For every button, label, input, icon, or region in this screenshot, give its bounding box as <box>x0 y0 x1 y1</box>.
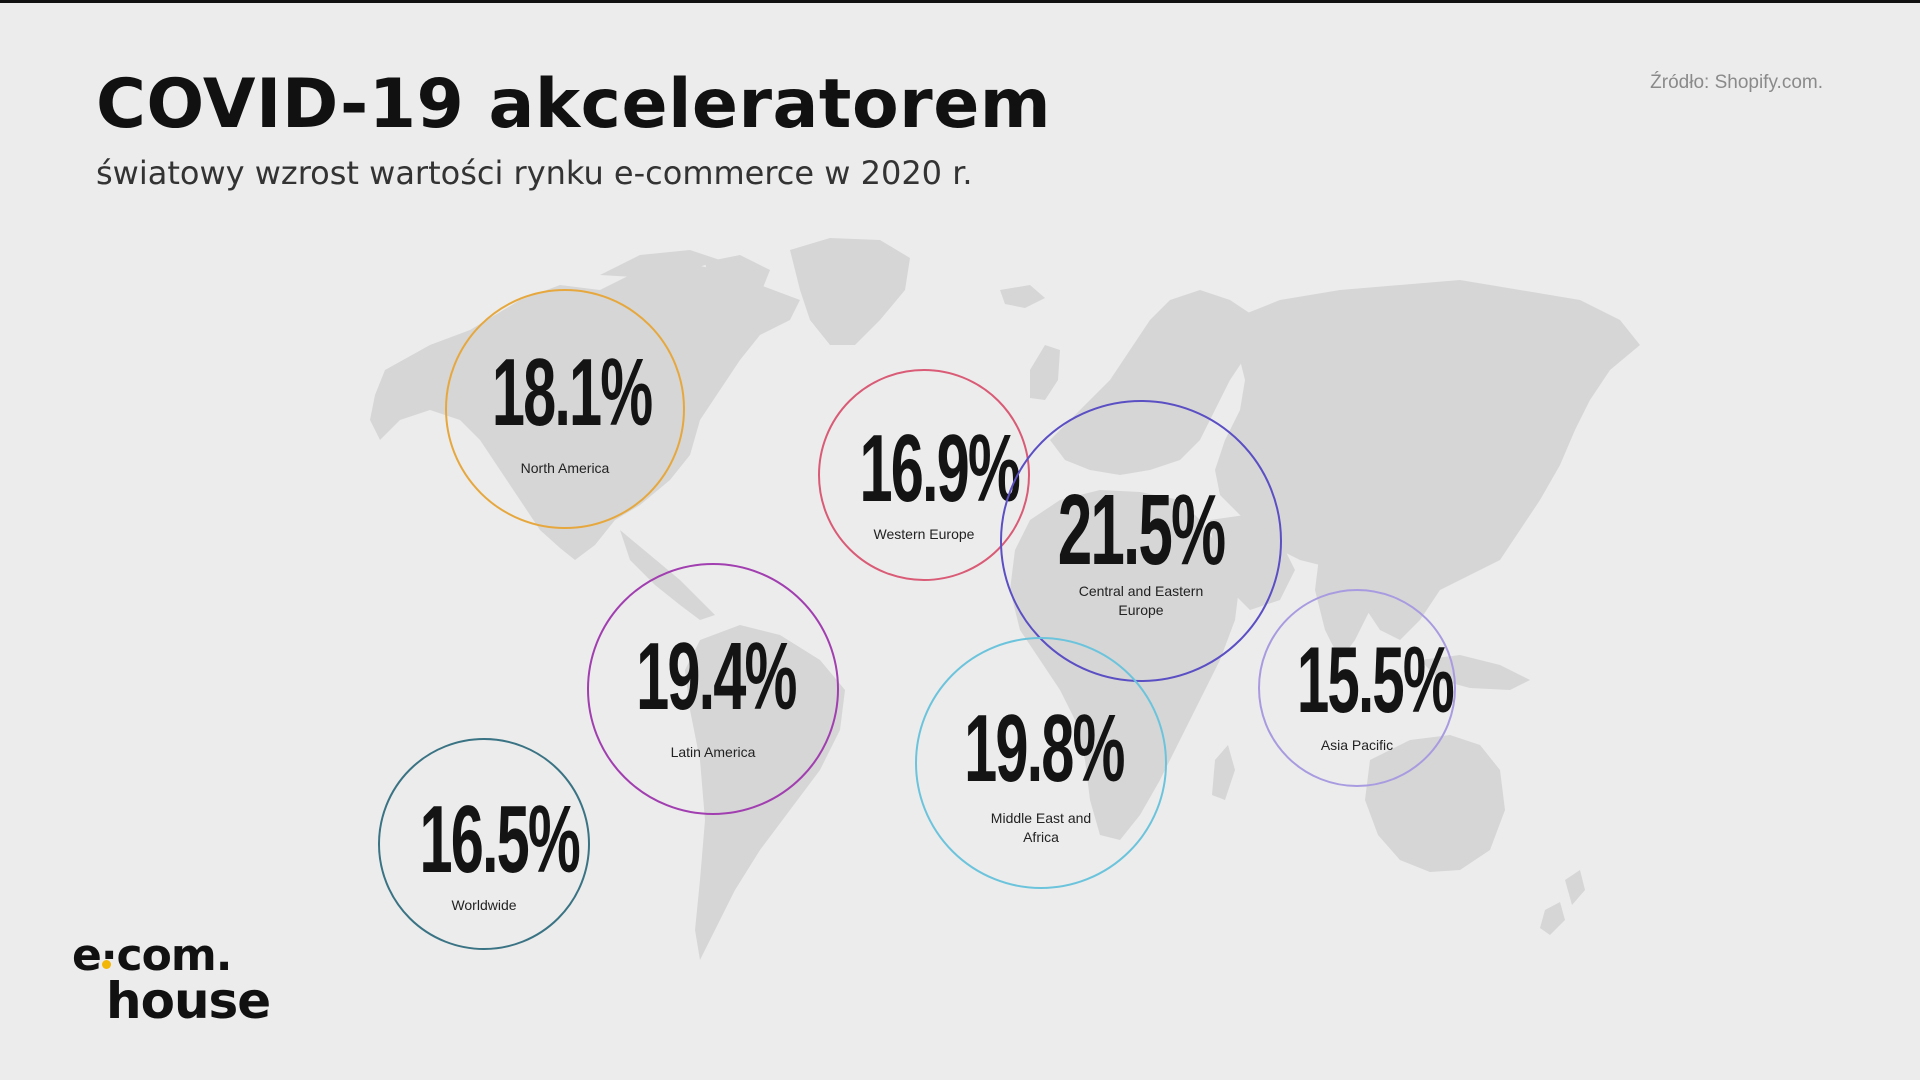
top-border <box>0 0 1920 3</box>
region-bubble-central-eastern-europe: 21.5% Central and Eastern Europe <box>1000 400 1282 682</box>
page-title: COVID-19 akceleratorem <box>96 65 1052 144</box>
region-label: Central and Eastern Europe <box>1078 583 1204 618</box>
landmass-arctic-islands <box>600 250 720 278</box>
landmass-japan <box>1490 410 1525 480</box>
page-subtitle: światowy wzrost wartości rynku e-commerc… <box>96 154 973 192</box>
region-value: 18.1% <box>491 339 653 446</box>
region-label: Middle East and Africa <box>990 810 1092 845</box>
landmass-new-zealand <box>1565 870 1585 905</box>
landmass-new-zealand-south <box>1540 902 1565 935</box>
region-value: 16.9% <box>859 415 1021 522</box>
region-bubble-latin-america: 19.4% Latin America <box>587 563 839 815</box>
region-value: 21.5% <box>1057 474 1226 586</box>
ecom-house-logo: e·com. house <box>72 930 292 1040</box>
landmass-greenland <box>790 238 910 345</box>
region-value: 15.5% <box>1296 627 1455 732</box>
region-bubble-middle-east-africa: 19.8% Middle East and Africa <box>915 637 1167 889</box>
region-label: North America <box>520 460 610 476</box>
source-note: Źródło: Shopify.com. <box>1650 72 1823 93</box>
region-label: Western Europe <box>873 526 975 542</box>
logo-line-1: e·com. <box>72 930 232 981</box>
logo-accent-dot <box>102 960 111 969</box>
landmass-madagascar <box>1212 745 1235 800</box>
landmass-uk <box>1030 345 1060 400</box>
region-value: 16.5% <box>419 786 581 893</box>
region-value: 19.4% <box>636 623 797 730</box>
region-label: Asia Pacific <box>1320 737 1394 753</box>
region-bubble-asia-pacific: 15.5% Asia Pacific <box>1258 589 1456 787</box>
logo-line-2: house <box>106 972 271 1030</box>
region-bubble-worldwide: 16.5% Worldwide <box>378 738 590 950</box>
region-bubble-western-europe: 16.9% Western Europe <box>818 369 1030 581</box>
landmass-iceland <box>1000 285 1045 308</box>
region-label: Worldwide <box>451 897 517 913</box>
region-value: 19.8% <box>964 695 1125 802</box>
region-bubble-north-america: 18.1% North America <box>445 289 685 529</box>
landmass-baffin <box>705 255 770 300</box>
region-label: Latin America <box>670 744 756 760</box>
